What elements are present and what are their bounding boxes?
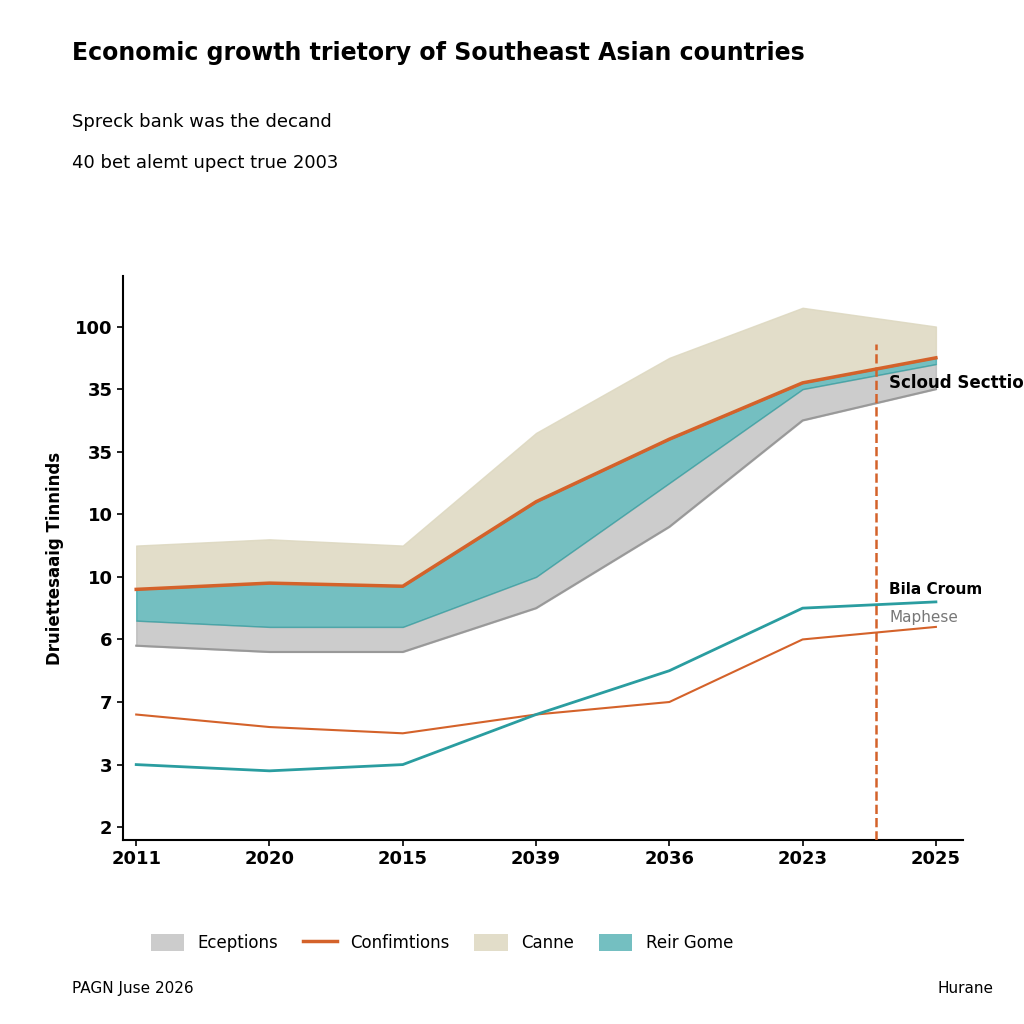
Text: Spreck bank was the decand: Spreck bank was the decand: [72, 113, 332, 131]
Confimtions: [797, 377, 809, 389]
Confimtions: [263, 577, 275, 589]
Text: PAGN Juse 2026: PAGN Juse 2026: [72, 981, 194, 996]
Confimtions: [130, 584, 142, 596]
Confimtions: [664, 433, 676, 445]
Confimtions: [396, 580, 409, 592]
Text: Hurane: Hurane: [937, 981, 993, 996]
Text: Scloud Secttion: Scloud Secttion: [889, 374, 1024, 392]
Y-axis label: Druiettesaaig Tinninds: Druiettesaaig Tinninds: [46, 452, 63, 665]
Confimtions: [930, 351, 942, 364]
Confimtions: [529, 496, 542, 508]
Text: Economic growth trietory of Southeast Asian countries: Economic growth trietory of Southeast As…: [72, 41, 805, 65]
Text: 40 bet alemt upect true 2003: 40 bet alemt upect true 2003: [72, 154, 338, 172]
Legend: Eceptions, Confimtions, Canne, Reir Gome: Eceptions, Confimtions, Canne, Reir Gome: [144, 927, 739, 958]
Text: Bila Croum: Bila Croum: [889, 582, 982, 597]
Line: Confimtions: Confimtions: [136, 357, 936, 590]
Text: Maphese: Maphese: [889, 610, 958, 625]
